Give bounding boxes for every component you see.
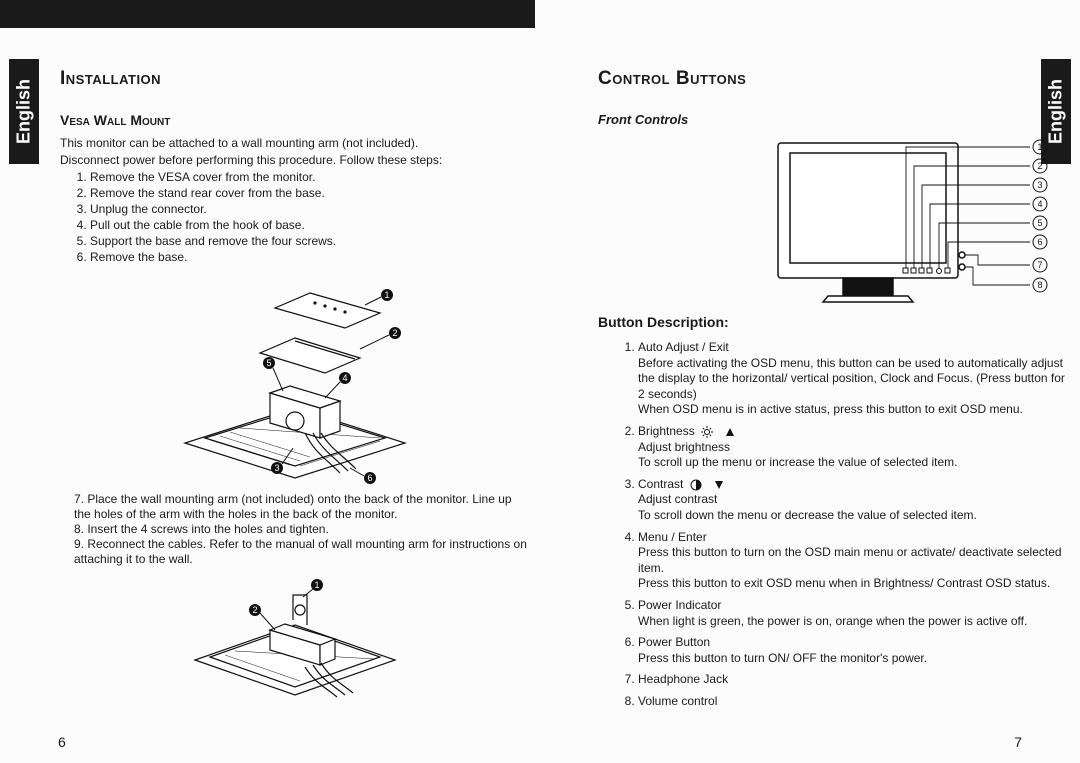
desc-item: Headphone Jack (638, 672, 1068, 688)
steps-block-2: 7. Place the wall mounting arm (not incl… (60, 492, 530, 567)
page-right: Control Buttons Front Controls (598, 68, 1068, 715)
desc-item-body: Before activating the OSD menu, this but… (638, 356, 1068, 403)
desc-item-title: Menu / Enter (638, 530, 707, 544)
heading-button-description: Button Description: (598, 314, 1068, 330)
figure-front-controls: 1 2 3 4 5 6 7 8 (598, 135, 1068, 310)
desc-item-body: When OSD menu is in active status, press… (638, 402, 1068, 418)
desc-item: Contrast Adjust contrastTo scroll down t… (638, 477, 1068, 524)
desc-item-title: Power Indicator (638, 598, 721, 612)
desc-item-title: Contrast (638, 477, 683, 491)
step-item: Remove the VESA cover from the monitor. (90, 170, 530, 185)
desc-item: Menu / EnterPress this button to turn on… (638, 530, 1068, 592)
svg-text:4: 4 (342, 373, 347, 383)
step-item: Remove the stand rear cover from the bas… (90, 186, 530, 201)
desc-item-body: Press this button to turn on the OSD mai… (638, 545, 1068, 576)
desc-item: Volume control (638, 694, 1068, 710)
svg-text:2: 2 (252, 605, 257, 615)
svg-text:3: 3 (274, 463, 279, 473)
figure-exploded-view: 1 2 5 4 3 6 (60, 273, 530, 488)
steps-list-1: Remove the VESA cover from the monitor.R… (60, 170, 530, 265)
step-8: 8. Insert the 4 screws into the holes an… (74, 522, 530, 537)
step-item: Support the base and remove the four scr… (90, 234, 530, 249)
svg-text:1: 1 (1037, 142, 1042, 152)
header-black-bar (0, 0, 535, 28)
intro-line-2: Disconnect power before performing this … (60, 153, 530, 168)
step-item: Unplug the connector. (90, 202, 530, 217)
desc-item-title: Power Button (638, 635, 710, 649)
desc-item-body: When light is green, the power is on, or… (638, 614, 1068, 630)
svg-text:7: 7 (1037, 260, 1042, 270)
desc-item-title: Brightness (638, 424, 695, 438)
desc-item-body: Press this button to exit OSD menu when … (638, 576, 1068, 592)
heading-vesa: Vesa Wall Mount (60, 112, 530, 128)
button-description-list: Auto Adjust / Exit Before activating the … (598, 340, 1068, 709)
svg-text:8: 8 (1037, 280, 1042, 290)
desc-item: Brightness Adjust brightnessTo scroll up… (638, 424, 1068, 471)
desc-item-body: Press this button to turn ON/ OFF the mo… (638, 651, 1068, 667)
desc-item-title: Headphone Jack (638, 672, 728, 686)
heading-front-controls: Front Controls (598, 112, 1068, 127)
svg-text:2: 2 (1037, 161, 1042, 171)
desc-item-body: Adjust brightness (638, 440, 1068, 456)
language-tab-left: English (9, 59, 39, 164)
desc-item: Power Indicator When light is green, the … (638, 598, 1068, 629)
step-item: Pull out the cable from the hook of base… (90, 218, 530, 233)
svg-text:1: 1 (314, 580, 319, 590)
heading-control-buttons: Control Buttons (598, 68, 1068, 90)
svg-text:5: 5 (1037, 218, 1042, 228)
step-7: 7. Place the wall mounting arm (not incl… (74, 492, 530, 522)
heading-installation: Installation (60, 68, 530, 90)
desc-item-title: Volume control (638, 694, 717, 708)
svg-text:6: 6 (367, 473, 372, 483)
step-9: 9. Reconnect the cables. Refer to the ma… (74, 537, 530, 567)
svg-text:6: 6 (1037, 237, 1042, 247)
desc-item-body: To scroll up the menu or increase the va… (638, 455, 1068, 471)
svg-text:1: 1 (384, 290, 389, 300)
svg-text:3: 3 (1037, 180, 1042, 190)
page-number-right: 7 (1014, 734, 1022, 750)
svg-text:5: 5 (266, 358, 271, 368)
page-number-left: 6 (58, 734, 66, 750)
svg-text:2: 2 (392, 328, 397, 338)
figure-mount-plate: 1 2 (60, 575, 530, 705)
desc-item-body: Adjust contrast (638, 492, 1068, 508)
bright-icon (695, 424, 742, 438)
desc-item-body: To scroll down the menu or decrease the … (638, 508, 1068, 524)
contrast-icon (683, 477, 730, 491)
desc-item: Auto Adjust / Exit Before activating the … (638, 340, 1068, 418)
step-item: Remove the base. (90, 250, 530, 265)
intro-line-1: This monitor can be attached to a wall m… (60, 136, 530, 151)
page-left: Installation Vesa Wall Mount This monito… (60, 68, 530, 709)
desc-item-title: Auto Adjust / Exit (638, 340, 729, 354)
desc-item: Power Button Press this button to turn ON… (638, 635, 1068, 666)
svg-text:4: 4 (1037, 199, 1042, 209)
